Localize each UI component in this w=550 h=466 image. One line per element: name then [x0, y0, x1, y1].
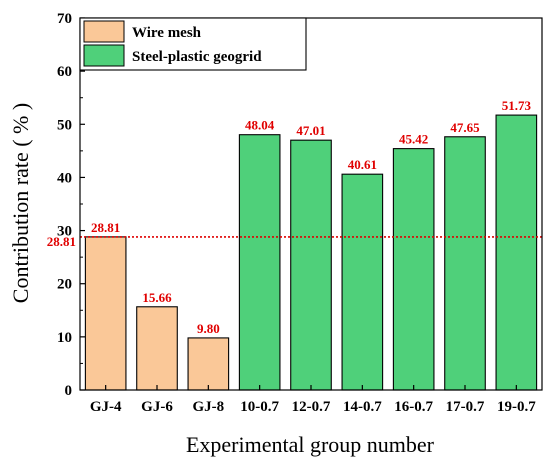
x-tick-label-17-0.7: 17-0.7 — [446, 399, 485, 415]
y-tick-label-70: 70 — [57, 11, 72, 27]
data-label-14-0.7: 40.61 — [348, 157, 377, 172]
bar-10-0.7 — [238, 134, 281, 391]
reference-line-layer: 28.81 — [47, 234, 542, 249]
legend: Wire mesh Steel-plastic geogrid — [79, 17, 307, 71]
x-tick-label-GJ-6: GJ-6 — [141, 399, 173, 415]
y-axis-title: Contribution rate ( % ) — [8, 103, 33, 303]
bar-GJ-8 — [187, 337, 230, 391]
legend-label-0: Wire mesh — [132, 25, 202, 41]
x-tick-label-16-0.7: 16-0.7 — [394, 399, 433, 415]
bar-16-0.7 — [392, 148, 435, 391]
bar-14-0.7 — [341, 173, 384, 391]
bar-17-0.7 — [444, 136, 486, 391]
x-tick-label-GJ-8: GJ-8 — [192, 399, 224, 415]
bar-19-0.7 — [495, 114, 538, 391]
y-tick-label-50: 50 — [57, 117, 72, 133]
legend-swatch-0 — [83, 20, 125, 43]
bar-GJ-6 — [136, 306, 178, 391]
y-tick-label-20: 20 — [57, 277, 72, 293]
y-tick-label-30: 30 — [57, 224, 72, 240]
x-tick-label-19-0.7: 19-0.7 — [497, 399, 536, 415]
y-tick-label-0: 0 — [65, 383, 73, 399]
reference-line-label: 28.81 — [47, 234, 76, 249]
bars-layer — [84, 114, 538, 391]
x-tick-label-GJ-4: GJ-4 — [90, 399, 122, 415]
data-label-16-0.7: 45.42 — [399, 132, 428, 147]
data-label-19-0.7: 51.73 — [502, 98, 532, 113]
bar-GJ-4 — [84, 236, 127, 391]
bar-12-0.7 — [290, 139, 332, 391]
x-axis-title: Experimental group number — [186, 432, 435, 457]
data-label-10-0.7: 48.04 — [245, 118, 275, 133]
data-label-GJ-8: 9.80 — [197, 321, 220, 336]
data-label-12-0.7: 47.01 — [296, 123, 325, 138]
y-tick-label-60: 60 — [57, 64, 72, 80]
axes-layer: 0 10 20 30 40 50 60 70 GJ-4 GJ-6 GJ-8 10-0.7 12-0.7 1… — [57, 11, 543, 415]
data-label-GJ-4: 28.81 — [91, 220, 120, 235]
y-tick-label-40: 40 — [57, 170, 72, 186]
x-tick-label-10-0.7: 10-0.7 — [240, 399, 279, 415]
x-tick-label-14-0.7: 14-0.7 — [343, 399, 382, 415]
data-labels-layer: 28.81 15.66 9.80 48.04 47.01 40.61 45.42 47.65 5… — [91, 98, 531, 336]
data-label-17-0.7: 47.65 — [450, 120, 480, 135]
legend-swatch-1 — [83, 44, 125, 67]
x-tick-label-12-0.7: 12-0.7 — [292, 399, 331, 415]
y-tick-label-10: 10 — [57, 330, 72, 346]
data-label-GJ-6: 15.66 — [142, 290, 172, 305]
legend-label-1: Steel-plastic geogrid — [132, 49, 262, 65]
